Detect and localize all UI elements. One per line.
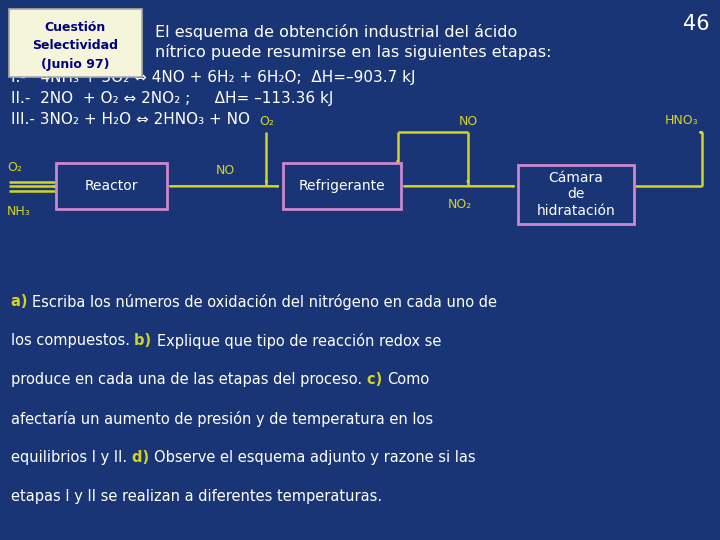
Text: I.-   4NH₃ + 5O₂ ⇔ 4NO + 6H₂ + 6H₂O;  ΔH=–903.7 kJ: I.- 4NH₃ + 5O₂ ⇔ 4NO + 6H₂ + 6H₂O; ΔH=–9… [11,70,415,85]
Text: afectaría un aumento de presión y de temperatura en los: afectaría un aumento de presión y de tem… [11,411,433,427]
Text: Observe el esquema adjunto y razone si las: Observe el esquema adjunto y razone si l… [154,450,475,465]
Text: (Junio 97): (Junio 97) [40,58,109,71]
Text: Como: Como [387,372,429,387]
Text: 46: 46 [683,14,709,33]
FancyBboxPatch shape [518,165,634,224]
Text: d): d) [132,450,154,465]
Text: nítrico puede resumirse en las siguientes etapas:: nítrico puede resumirse en las siguiente… [155,44,552,60]
Text: produce en cada una de las etapas del proceso.: produce en cada una de las etapas del pr… [11,372,366,387]
Text: a): a) [11,294,32,309]
Text: Cuestión: Cuestión [44,21,106,33]
Text: b): b) [135,333,157,348]
Text: O₂: O₂ [259,115,274,128]
Text: Selectividad: Selectividad [32,39,118,52]
Text: equilibrios I y II.: equilibrios I y II. [11,450,132,465]
Text: etapas I y II se realizan a diferentes temperaturas.: etapas I y II se realizan a diferentes t… [11,489,382,504]
Text: c): c) [366,372,387,387]
Text: El esquema de obtención industrial del ácido: El esquema de obtención industrial del á… [155,24,517,40]
Text: los compuestos.: los compuestos. [11,333,135,348]
FancyBboxPatch shape [282,163,402,209]
Text: Explique que tipo de reacción redox se: Explique que tipo de reacción redox se [157,333,441,349]
Text: O₂: O₂ [7,161,22,174]
Text: III.- 3NO₂ + H₂O ⇔ 2HNO₃ + NO: III.- 3NO₂ + H₂O ⇔ 2HNO₃ + NO [11,112,250,127]
Text: Refrigerante: Refrigerante [299,179,385,193]
Text: NO: NO [459,115,477,128]
FancyBboxPatch shape [56,163,167,209]
Text: NO: NO [215,164,235,177]
Text: Cámara
de
hidratación: Cámara de hidratación [536,171,616,218]
FancyBboxPatch shape [9,9,142,77]
Text: Escriba los números de oxidación del nitrógeno en cada uno de: Escriba los números de oxidación del nit… [32,294,498,310]
Text: Reactor: Reactor [85,179,138,193]
Text: NH₃: NH₃ [7,205,31,218]
Text: HNO₃: HNO₃ [665,114,698,127]
Text: NO₂: NO₂ [448,198,472,211]
Text: II.-  2NO  + O₂ ⇔ 2NO₂ ;     ΔH= –113.36 kJ: II.- 2NO + O₂ ⇔ 2NO₂ ; ΔH= –113.36 kJ [11,91,333,106]
